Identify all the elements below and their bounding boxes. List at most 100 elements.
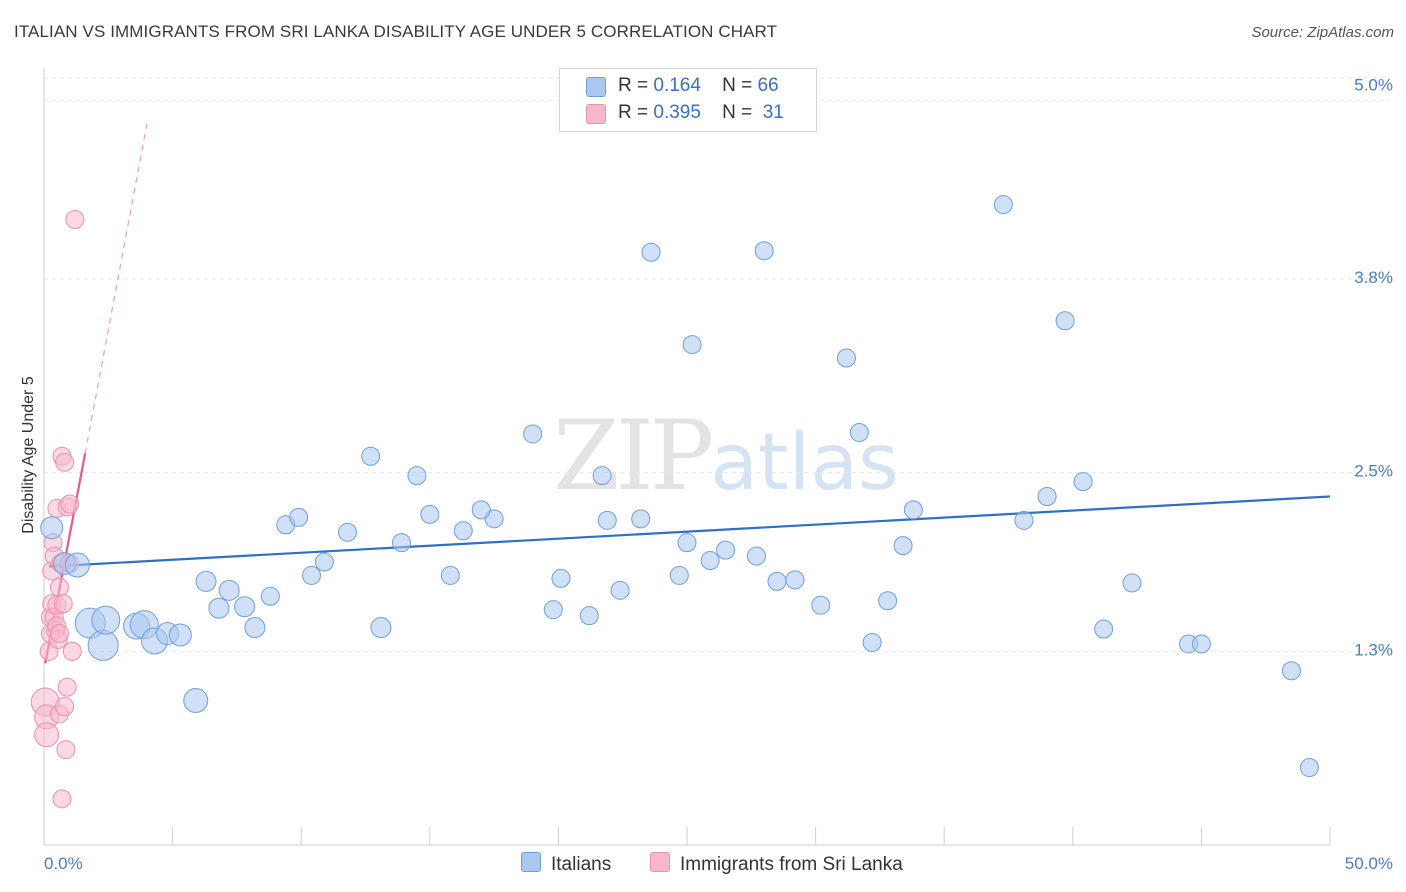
point-italian (1191, 634, 1211, 654)
data-points (30, 195, 1319, 809)
y-tick-label: 1.3% (1354, 640, 1393, 659)
point-italian (862, 632, 882, 652)
point-italian (91, 605, 121, 635)
point-italian (700, 551, 720, 571)
point-italian (746, 546, 766, 566)
y-tick-label: 5.0% (1354, 75, 1393, 94)
point-italian (1037, 486, 1057, 506)
source-label: Source: ZipAtlas.com (1251, 24, 1394, 41)
point-sri-lanka (62, 641, 82, 661)
point-italian (1122, 573, 1142, 593)
bottom-legend-label-sri-lanka: Immigrants from Sri Lanka (680, 854, 903, 875)
point-italian (407, 466, 427, 486)
legend-r-value: 0.395 (653, 102, 701, 123)
point-italian (754, 241, 774, 261)
point-sri-lanka (60, 494, 80, 514)
legend-swatch-sri-lanka (586, 104, 606, 124)
point-italian (218, 579, 240, 601)
point-italian (234, 596, 256, 618)
point-italian (631, 509, 651, 529)
chart-title: ITALIAN VS IMMIGRANTS FROM SRI LANKA DIS… (14, 22, 778, 41)
point-italian (543, 600, 563, 620)
point-italian (1281, 661, 1301, 681)
point-italian (1073, 472, 1093, 492)
point-italian (893, 536, 913, 556)
point-italian (289, 507, 309, 527)
legend-n-value: 66 (757, 75, 779, 96)
axes (43, 68, 1331, 846)
point-italian (208, 597, 230, 619)
legend-r-label: R = (618, 75, 649, 96)
point-italian (767, 571, 787, 591)
point-italian (669, 565, 689, 585)
point-italian (244, 617, 266, 639)
point-italian (878, 591, 898, 611)
point-sri-lanka (55, 452, 75, 472)
point-sri-lanka (56, 740, 76, 760)
legend-n-label: N = (722, 102, 753, 123)
x-tick-label: 50.0% (1345, 854, 1393, 873)
point-sri-lanka (34, 722, 60, 748)
point-italian (471, 500, 491, 520)
point-italian (168, 623, 192, 647)
point-sri-lanka (53, 594, 73, 614)
point-italian (1014, 510, 1034, 530)
legend-swatch-italians (586, 77, 606, 97)
y-tick-label: 3.8% (1354, 268, 1393, 287)
point-italian (551, 568, 571, 588)
point-italian (1299, 758, 1319, 778)
tick-labels: 1.3% 2.5% 3.8% 5.0% 0.0% 50.0% (44, 75, 1393, 873)
legend-text-sri-lanka: R = 0.395 N = 31 (618, 102, 784, 124)
legend-n-label: N = (722, 75, 753, 96)
point-italian (903, 500, 923, 520)
point-italian (993, 195, 1013, 215)
point-italian (370, 617, 392, 639)
point-italian (314, 552, 334, 572)
point-italian (87, 629, 119, 661)
point-sri-lanka (49, 624, 69, 644)
point-italian (677, 533, 697, 553)
point-italian (597, 510, 617, 530)
point-italian (641, 242, 661, 262)
point-italian (453, 521, 473, 541)
trend-line-italians (49, 495, 1331, 568)
point-sri-lanka (55, 696, 75, 716)
bottom-legend-italians: Italians (521, 852, 611, 876)
legend-r-label: R = (618, 102, 649, 123)
point-sri-lanka (52, 789, 72, 809)
point-sri-lanka (65, 209, 85, 229)
point-italian (811, 595, 831, 615)
trend-line-sri-lanka-extension (84, 124, 148, 454)
point-sri-lanka (57, 677, 77, 697)
legend-n-value: 31 (762, 102, 784, 123)
point-italian (392, 533, 412, 553)
point-italian (420, 504, 440, 524)
point-italian (836, 348, 856, 368)
point-italian (1094, 619, 1114, 639)
bottom-legend-swatch-italians (521, 852, 541, 872)
point-italian (337, 522, 357, 542)
legend-r-value: 0.164 (653, 75, 701, 96)
point-italian (440, 565, 460, 585)
point-italian (523, 424, 543, 444)
point-italian (195, 570, 217, 592)
y-axis-label: Disability Age Under 5 (20, 376, 37, 534)
point-italian (64, 552, 90, 578)
point-italian (40, 516, 64, 540)
point-italian (361, 446, 381, 466)
bottom-legend-swatch-sri-lanka (650, 852, 670, 872)
bottom-legend-label-italians: Italians (551, 854, 612, 875)
point-italian (682, 335, 702, 355)
bottom-legend-sri-lanka: Immigrants from Sri Lanka (650, 852, 903, 876)
point-sri-lanka (49, 577, 69, 597)
x-tick-label: 0.0% (44, 854, 83, 873)
point-italian (849, 422, 869, 442)
point-italian (592, 466, 612, 486)
point-italian (579, 606, 599, 626)
point-italian (785, 570, 805, 590)
point-italian (183, 688, 209, 714)
point-italian (260, 586, 280, 606)
point-italian (610, 580, 630, 600)
point-italian (301, 565, 321, 585)
